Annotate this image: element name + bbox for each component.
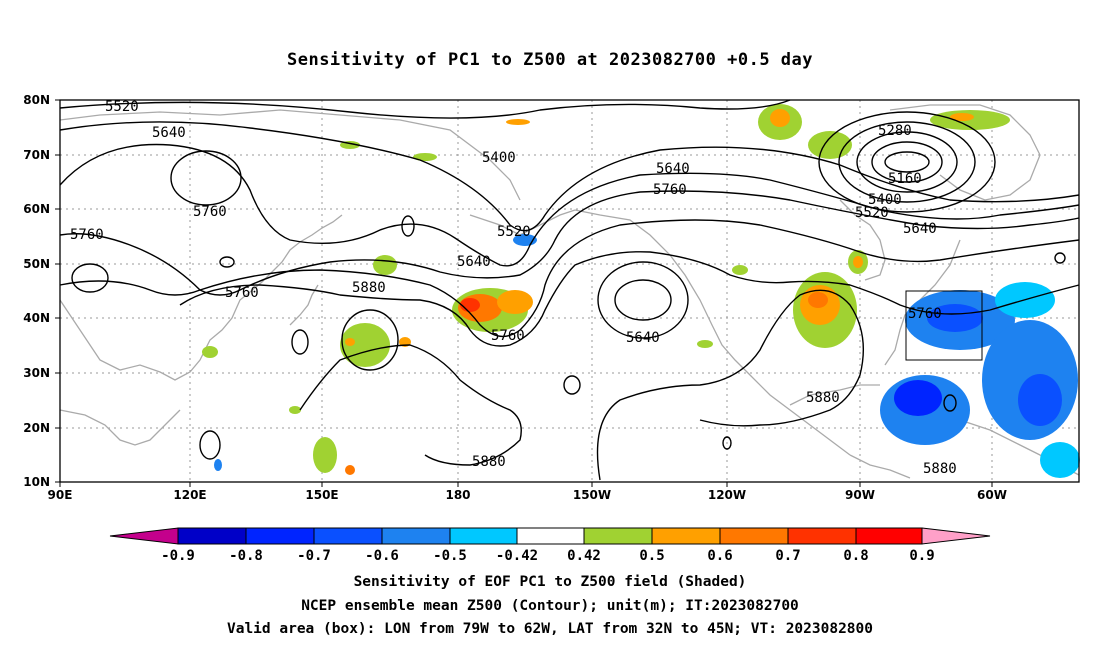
colorbar-swatch	[651, 527, 721, 545]
valid-area-box	[905, 290, 983, 361]
colorbar-swatch	[516, 527, 585, 545]
japan	[289, 284, 319, 326]
lat-label: 70N	[23, 148, 50, 162]
contour-label: 5880	[352, 280, 386, 296]
colorbar-label: -0.6	[365, 548, 399, 564]
lat-labels: 80N 70N 60N 50N 40N 30N 20N 10N	[23, 93, 50, 489]
colorbar-swatch	[449, 527, 518, 545]
colorbar-labels: -0.9 -0.8 -0.7 -0.6 -0.5 -0.42 0.42 0.5 …	[161, 548, 935, 564]
colorbar-high-arrow	[921, 527, 991, 545]
colorbar-swatch	[313, 527, 383, 545]
colorbar-swatch	[855, 527, 923, 545]
colorbar-swatch	[583, 527, 653, 545]
gulf-coast	[789, 384, 880, 406]
lon-labels: 90E 120E 150E 180 150W 120W 90W 60W	[48, 488, 1007, 502]
contour-label: 5640	[903, 221, 937, 237]
contour-label: 5400	[482, 150, 516, 166]
siberia-north	[59, 109, 521, 201]
negative-sensitivity	[214, 234, 1080, 478]
greenland	[889, 104, 1041, 201]
z500-contours	[59, 99, 1080, 481]
colorbar-swatch	[787, 527, 857, 545]
se-asia-coast	[59, 409, 181, 446]
colorbar-swatch	[245, 527, 315, 545]
lat-label: 10N	[23, 475, 50, 489]
lon-label: 90E	[48, 488, 73, 502]
contour-label: 5280	[878, 123, 912, 139]
contour-label: 5760	[908, 306, 942, 322]
colorbar-label: -0.5	[433, 548, 467, 564]
colorbar-swatch	[177, 527, 247, 545]
lat-label: 20N	[23, 421, 50, 435]
colorbar-label: -0.7	[297, 548, 331, 564]
contour-label: 5880	[806, 390, 840, 406]
colorbar	[109, 527, 991, 545]
colorbar-label: -0.42	[496, 548, 538, 564]
colorbar-swatch	[719, 527, 789, 545]
colorbar-low-arrow	[109, 527, 179, 545]
colorbar-label: 0.42	[567, 548, 601, 564]
lon-label: 120E	[173, 488, 206, 502]
colorbar-label: 0.9	[909, 548, 934, 564]
contour-label: 5520	[855, 205, 889, 221]
contour-label: 5880	[923, 461, 957, 477]
contour-label: 5400	[868, 192, 902, 208]
contour-label: 5640	[626, 330, 660, 346]
contour-label: 5760	[225, 285, 259, 301]
contour-label: 5760	[70, 227, 104, 243]
lon-label: 60W	[977, 488, 1007, 502]
na-west-coast	[574, 209, 851, 456]
lat-label: 40N	[23, 311, 50, 325]
central-america	[849, 454, 911, 479]
lat-label: 60N	[23, 202, 50, 216]
contour-label: 5760	[193, 204, 227, 220]
contour-label: 5640	[457, 254, 491, 270]
colorbar-label: -0.8	[229, 548, 263, 564]
colorbar-label: 0.5	[639, 548, 664, 564]
colorbar-label: 0.8	[843, 548, 868, 564]
contour-label: 5520	[105, 99, 139, 115]
contour-label: 5160	[888, 171, 922, 187]
lon-label: 90W	[845, 488, 875, 502]
contour-label: 5760	[653, 182, 687, 198]
footer-contour-description: NCEP ensemble mean Z500 (Contour); unit(…	[301, 598, 799, 614]
gridlines	[60, 100, 1079, 482]
footer-shading-description: Sensitivity of EOF PC1 to Z500 field (Sh…	[353, 574, 747, 590]
colorbar-label: 0.6	[707, 548, 732, 564]
lat-label: 30N	[23, 366, 50, 380]
contour-label: 5880	[472, 454, 506, 470]
contour-label: 5760	[491, 328, 525, 344]
lat-label: 50N	[23, 257, 50, 271]
lon-label: 150E	[305, 488, 338, 502]
chart-title: Sensitivity of PC1 to Z500 at 2023082700…	[286, 50, 813, 70]
lon-label: 180	[445, 488, 470, 502]
colorbar-label: -0.9	[161, 548, 195, 564]
map-border	[59, 99, 1080, 483]
hudson	[839, 199, 886, 281]
colorbar-label: 0.7	[775, 548, 800, 564]
colorbar-swatch	[381, 527, 451, 545]
contour-labels: 5520 5640 5400 5760 5760 5760 5880 5640 …	[70, 99, 957, 477]
footer-valid-area: Valid area (box): LON from 79W to 62W, L…	[226, 621, 873, 637]
contour-label: 5520	[497, 224, 531, 240]
lon-label: 120W	[708, 488, 746, 502]
lon-label: 150W	[573, 488, 611, 502]
lat-label: 80N	[23, 93, 50, 107]
contour-label: 5640	[152, 125, 186, 141]
positive-sensitivity	[202, 104, 1010, 475]
asia-coast	[59, 214, 343, 381]
axis-ticks	[55, 99, 993, 487]
contour-label: 5640	[656, 161, 690, 177]
